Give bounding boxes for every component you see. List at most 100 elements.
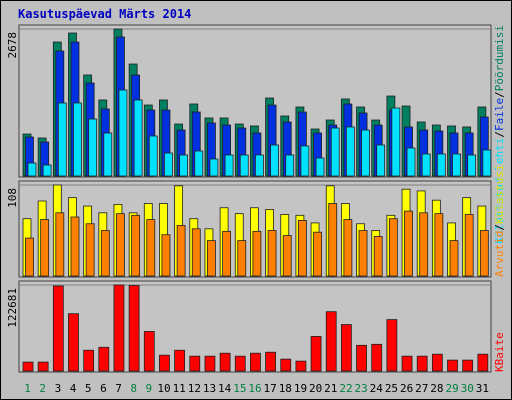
x-tick-label: 23 [355,382,368,395]
bar [234,355,246,372]
bar [191,228,201,277]
bar [237,240,247,277]
bar [255,154,264,177]
bar [391,107,401,177]
bar [315,157,325,177]
x-tick-label: 13 [203,382,216,395]
bar [313,231,322,277]
bar [204,355,216,372]
bar [103,132,113,177]
bar [128,285,140,372]
bar [27,162,37,177]
y-tick-label: 108 [6,188,19,208]
bar [239,154,249,177]
bar [386,319,398,372]
bar [376,144,386,177]
x-tick-label: 24 [370,382,384,395]
bar [55,212,65,277]
x-tick-label: 14 [218,382,232,395]
bar [328,203,338,277]
bar [25,237,34,277]
bar [298,219,307,277]
legend-entry: Külastatud lehti [493,138,506,244]
bar [131,214,141,277]
bar [285,154,295,177]
x-tick-label: 20 [309,382,322,395]
x-tick-label: 10 [157,382,170,395]
bar [118,89,128,177]
bar [477,353,489,372]
bar [419,212,429,277]
bar [176,225,186,277]
bar [42,164,52,177]
legend-entry: Faile [493,98,506,131]
x-tick-label: 18 [279,382,292,395]
x-tick-label: 1 [24,382,31,395]
bar [52,285,64,372]
chart-title: Kasutuspäevad Märts 2014 [18,7,191,21]
bar [116,213,125,277]
bar [356,344,367,372]
bar [222,230,231,277]
legend-separator: / [493,131,506,138]
bar [401,355,413,372]
bar [98,346,110,372]
bar [371,343,383,372]
bar [194,150,204,177]
bar [434,213,444,277]
bar [325,311,337,372]
bar [146,219,156,277]
bar [133,99,143,177]
bar [250,352,261,372]
bar [295,360,307,372]
x-tick-label: 15 [233,382,246,395]
bar [310,336,322,372]
x-tick-label: 26 [400,382,413,395]
bar [388,218,398,277]
legend-separator: / [493,91,506,98]
x-tick-label: 21 [324,382,337,395]
bar [189,355,201,372]
bar [73,102,82,177]
bar [179,154,189,177]
bar [100,230,110,277]
bar [421,153,431,177]
legend-entry: Arvutid [493,231,506,277]
bar [406,147,416,177]
x-tick-label: 29 [445,382,458,395]
bar [57,102,67,177]
bar [83,349,95,372]
bar [40,219,50,277]
bar [174,349,186,372]
bar [209,158,219,177]
x-tick-label: 4 [70,382,77,395]
bar [452,153,461,177]
bar [330,127,340,177]
bar [207,240,216,277]
bar [482,149,492,177]
bar [300,145,310,177]
x-tick-label: 7 [115,382,122,395]
bar [449,240,459,277]
legend: KBaite [493,332,506,372]
bar [113,284,125,372]
bar [70,216,80,277]
legend-entry: Pöördumisi [493,25,506,91]
bar [373,235,383,277]
bar [462,359,474,372]
bar [159,354,170,372]
bar [282,235,292,277]
bar [467,154,477,177]
x-tick-label: 27 [415,382,428,395]
bar [267,230,277,277]
y-tick-label: 122681 [6,288,19,328]
bar [447,359,458,372]
bar [361,129,370,177]
x-tick-label: 8 [130,382,137,395]
legend: Külastatud lehti/Faile/Pöördumisi [493,25,506,244]
x-tick-label: 17 [264,382,277,395]
bar [68,313,79,372]
bar [161,234,171,277]
bar [340,324,352,372]
legend-entry: KBaite [493,332,506,372]
